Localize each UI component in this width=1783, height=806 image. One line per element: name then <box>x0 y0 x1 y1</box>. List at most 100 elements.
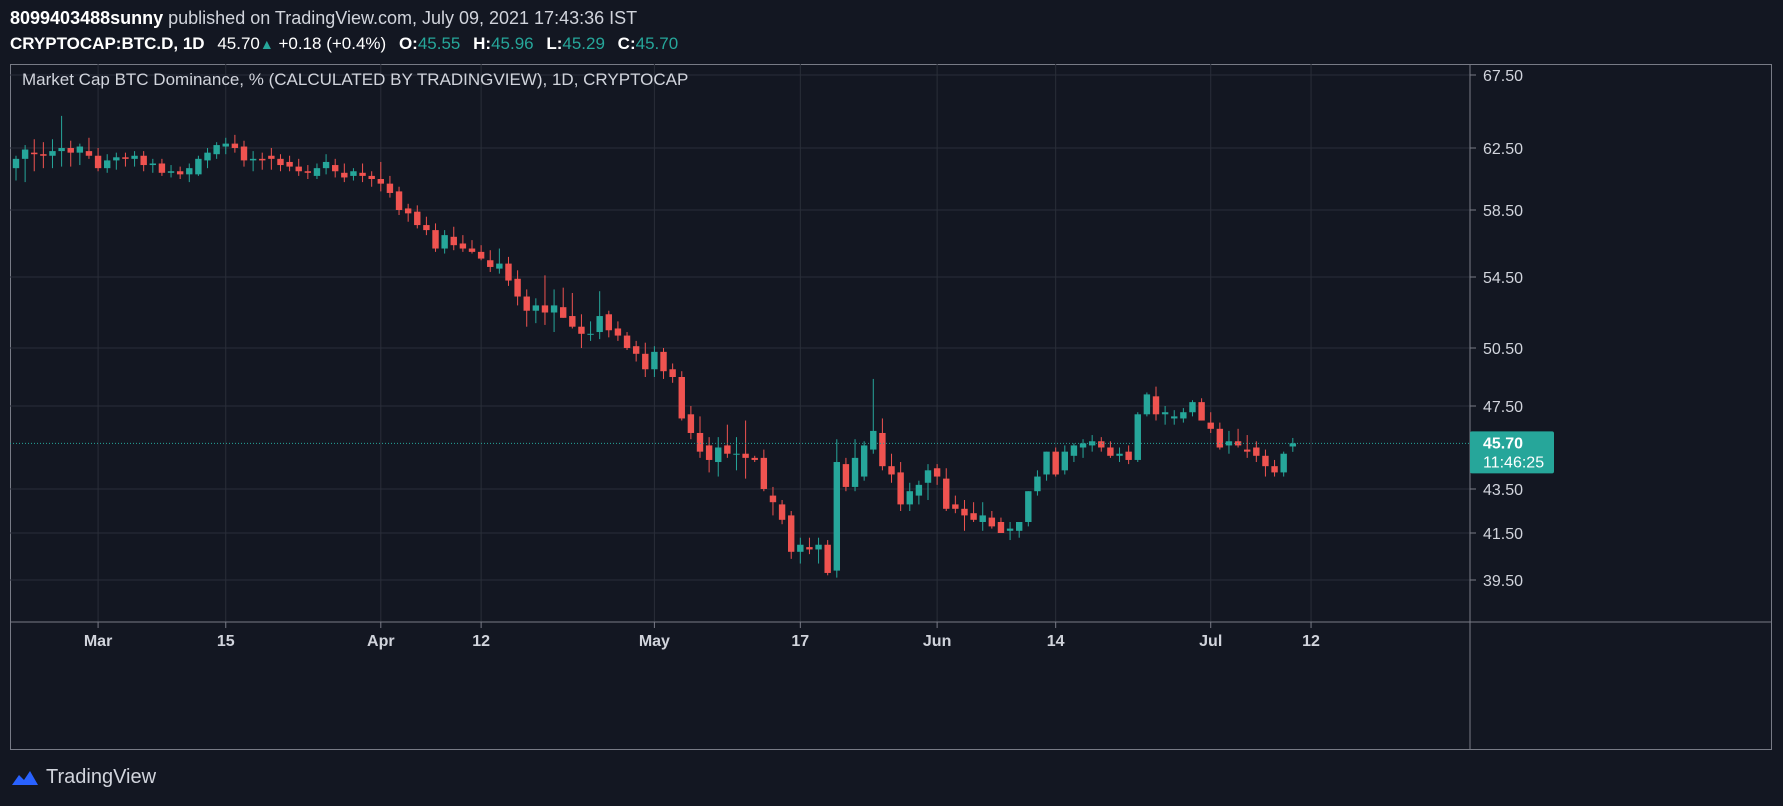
candle-body <box>815 544 822 550</box>
time-tick-label: 15 <box>217 633 235 650</box>
chart-title: Market Cap BTC Dominance, % (CALCULATED … <box>22 70 688 89</box>
candle-body <box>12 158 20 169</box>
candle-body <box>131 155 138 159</box>
last-price-tag-value: 45.70 <box>1483 435 1523 452</box>
time-tick-label: 17 <box>791 633 809 650</box>
candle-body <box>1052 451 1059 475</box>
candle-body <box>423 225 430 231</box>
candle-body <box>1098 441 1105 448</box>
candle-body <box>1171 416 1178 419</box>
candle-body <box>1189 402 1196 413</box>
candle-body <box>596 316 603 333</box>
candle-body <box>943 478 950 509</box>
low-value: 45.29 <box>562 34 605 53</box>
candle-body <box>468 248 476 252</box>
candle-body <box>915 484 923 496</box>
candle-body <box>450 236 457 246</box>
candle-body <box>286 161 293 167</box>
candle-body <box>167 171 175 173</box>
ohlc-line: CRYPTOCAP:BTC.D, 1D 45.70▲ +0.18 (+0.4%)… <box>10 32 1770 56</box>
candle-body <box>377 179 384 184</box>
candle-body <box>85 151 93 156</box>
chart-frame <box>10 64 1772 750</box>
candle-body <box>1134 414 1141 460</box>
candle-body <box>906 491 913 505</box>
candle-body <box>113 157 120 161</box>
candle-body <box>158 163 166 173</box>
time-tick-label: May <box>639 633 670 650</box>
candle-body <box>578 326 585 334</box>
low-label: L: <box>546 34 563 53</box>
price-axis: 67.50 62.50 58.50 54.50 50.50 47.50 43.50 41.50… <box>1469 64 1523 750</box>
candle-body <box>505 263 512 281</box>
time-tick-label: 12 <box>1302 633 1320 650</box>
candle-body <box>532 305 540 311</box>
close-label: C: <box>617 34 636 53</box>
last-price: 45.70 <box>217 34 260 53</box>
candle-body <box>687 414 695 433</box>
price-tick-label: 62.50 <box>1483 141 1523 158</box>
candle-body <box>76 146 84 153</box>
time-tick-label: 14 <box>1047 633 1065 650</box>
candle-body <box>1216 428 1224 448</box>
bar-countdown: 11:46:25 <box>1483 454 1544 471</box>
candle-body <box>249 158 257 161</box>
candle-body <box>67 148 74 153</box>
candle-body <box>40 154 47 156</box>
candle-body <box>715 447 722 463</box>
candle-body <box>313 168 321 176</box>
candle-body <box>897 472 904 505</box>
symbol-label: CRYPTOCAP:BTC.D, 1D <box>10 34 205 53</box>
candlestick-chart[interactable]: Market Cap BTC Dominance, % (CALCULATED … <box>10 64 1772 750</box>
time-axis: Mar 15 Apr 12 May 17 Jun 14 Jul 12 <box>10 621 1772 650</box>
candle-body <box>222 143 229 147</box>
candle-body <box>760 457 768 489</box>
candle-body <box>295 166 302 172</box>
candle-body <box>149 163 156 166</box>
candle-body <box>322 161 330 169</box>
candle-body <box>204 152 211 161</box>
price-tick-label: 43.50 <box>1483 482 1523 499</box>
candle-body <box>21 149 29 159</box>
candle-body <box>268 155 275 159</box>
open-label: O: <box>398 34 418 53</box>
candle-body <box>140 155 147 166</box>
brand-name[interactable]: TradingView <box>46 766 157 788</box>
candle-body <box>459 243 467 249</box>
publish-info: published on TradingView.com, July 09, 2… <box>168 8 638 28</box>
candle-body <box>851 457 859 487</box>
candle-body <box>778 504 786 520</box>
candle-body <box>1006 528 1014 531</box>
candle-body <box>733 453 740 455</box>
candle-body <box>587 333 594 335</box>
candle-body <box>678 377 685 419</box>
price-tick-label: 54.50 <box>1483 270 1523 287</box>
candle-body <box>104 160 111 169</box>
candle-body <box>1152 396 1160 415</box>
candle-body <box>176 171 184 175</box>
open-value: 45.55 <box>417 34 461 53</box>
author-name[interactable]: 8099403488sunny <box>10 8 164 28</box>
candle-body <box>860 445 868 477</box>
publish-line: 8099403488sunny published on TradingView… <box>10 6 1770 30</box>
candle-body <box>660 351 667 372</box>
candle-body <box>742 453 749 458</box>
candle-body <box>997 522 1005 533</box>
candle-body <box>788 515 795 552</box>
price-tick-label: 67.50 <box>1483 68 1523 85</box>
footer: TradingView <box>10 766 156 789</box>
candle-body <box>350 171 357 176</box>
candle-body <box>970 513 977 520</box>
candle-body <box>1088 441 1096 446</box>
candle-body <box>496 263 503 269</box>
tradingview-logo-icon[interactable] <box>10 768 40 788</box>
candle-body <box>669 369 676 377</box>
candle-body <box>1262 455 1269 467</box>
candle-body <box>277 158 284 166</box>
candle-body <box>359 172 366 176</box>
candle-body <box>259 158 266 161</box>
candle-body <box>186 168 193 175</box>
candle-body <box>623 335 631 348</box>
candle-body <box>1025 491 1032 522</box>
candle-body <box>514 278 521 297</box>
